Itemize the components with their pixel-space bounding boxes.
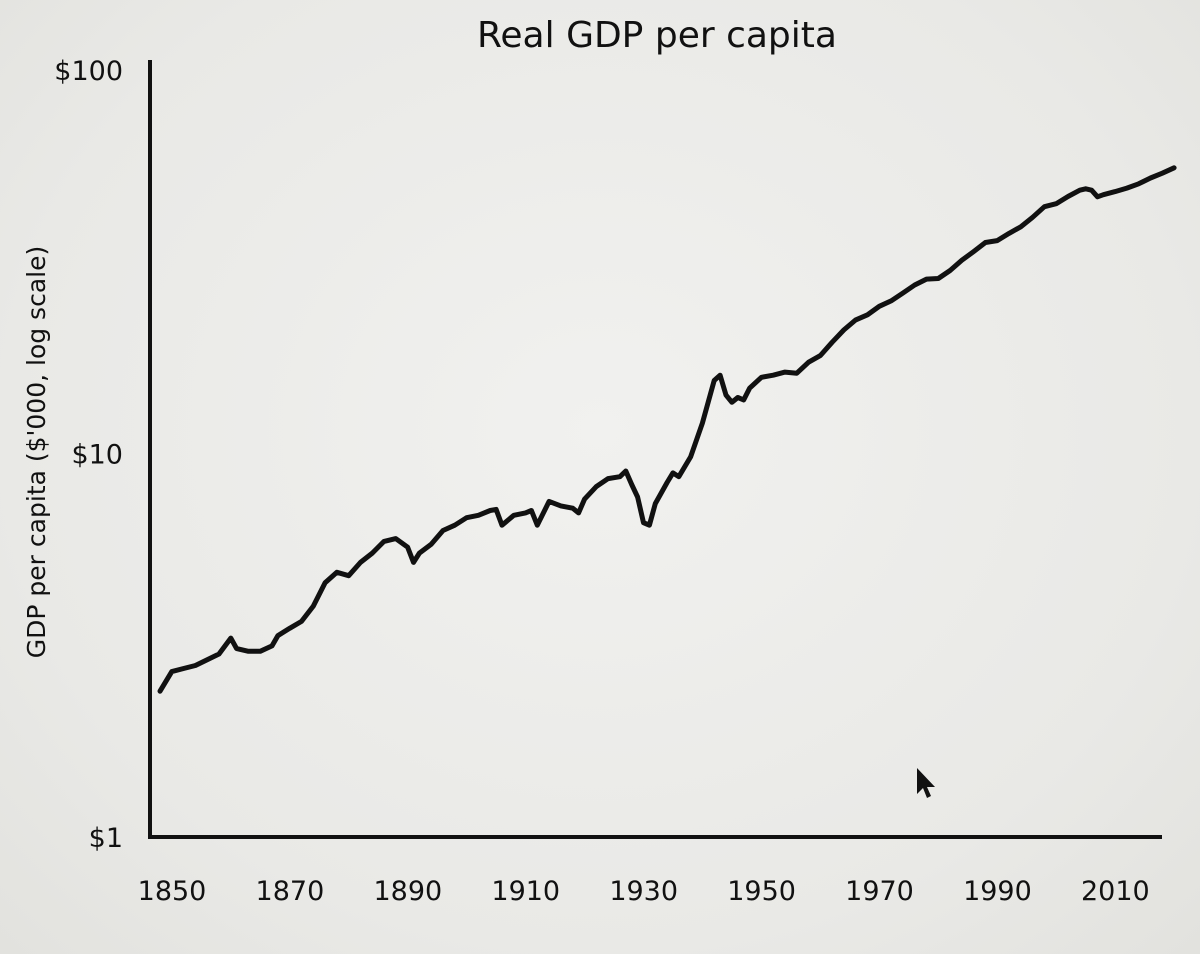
x-tick-label: 1970 [845,876,914,907]
x-tick-label: 2010 [1081,876,1150,907]
x-tick-label: 1850 [138,876,207,907]
x-axis-ticks: 1850 1870 1890 1910 1930 1950 1970 1990 2010 [138,876,1150,907]
x-tick-label: 1950 [727,876,796,907]
x-tick-label: 1930 [609,876,678,907]
y-tick-label: $10 [71,440,123,471]
y-axis-label: GDP per capita ($'000, log scale) [22,246,51,658]
x-tick-label: 1990 [963,876,1032,907]
gdp-series-line [157,165,1177,694]
y-axis-ticks: $1 $10 $100 [54,56,123,854]
x-tick-label: 1910 [491,876,560,907]
y-tick-label: $1 [89,823,123,854]
chart-title: Real GDP per capita [477,15,837,56]
y-tick-label: $100 [54,56,123,87]
mouse-cursor-icon [917,768,935,798]
x-tick-label: 1890 [373,876,442,907]
x-tick-label: 1870 [256,876,325,907]
